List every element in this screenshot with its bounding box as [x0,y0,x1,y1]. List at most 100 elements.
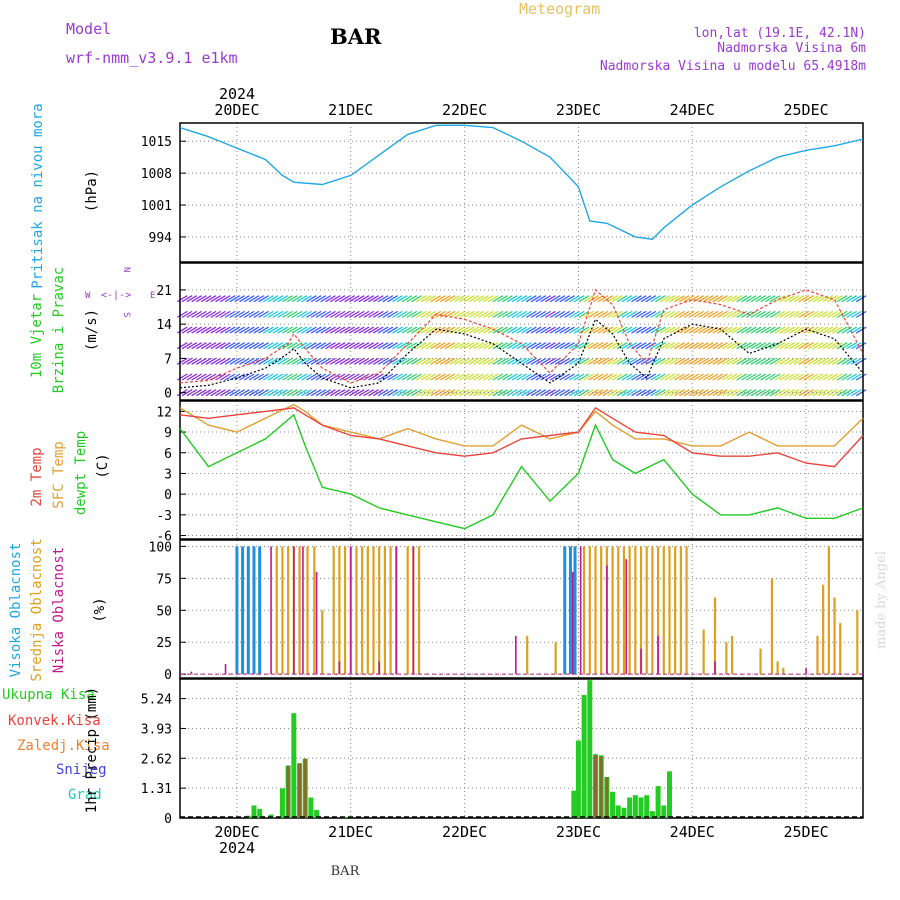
wind-barb [306,295,317,303]
wind-barb [430,295,442,303]
wind-barb [196,295,207,303]
wind-barb [200,373,212,381]
wind-barb [459,357,470,365]
wind-barb [219,389,231,397]
y-tick-label: -3 [156,509,172,524]
wind-barb [769,295,781,303]
wind-barb [267,357,279,365]
wind-barb [277,295,289,303]
wind-barb [836,295,848,303]
watermark: made by Angel [874,551,889,649]
wind-barb [545,310,556,318]
mid-cloud-bar [816,635,819,675]
wind-barb [808,389,819,397]
mid-cloud-bar [622,546,626,675]
wind-barb [607,357,618,365]
wind-barb [506,326,518,334]
wind-barb [774,326,786,334]
wind-barb [760,342,771,350]
wind-barb [176,310,188,318]
high-cloud-bar [573,546,577,675]
wind-barb [645,295,657,303]
wind-barb [401,295,413,303]
panel-frame [179,400,864,540]
mid-cloud-bar [685,546,688,675]
wind-barb [669,357,681,365]
wind-barb [229,357,241,365]
wind-barb [325,357,336,365]
wind-barb [258,373,269,381]
wind-barb [741,373,752,381]
wind-barb [368,326,379,334]
wind-barb [425,357,437,365]
wind-barb [678,310,690,318]
wind-barb [578,326,590,334]
wind-barb [707,295,719,303]
wind-barb [473,389,485,397]
wind-barb [559,342,571,350]
wind-barb [516,295,528,303]
mid-cloud-bar [822,584,825,675]
wind-barb [282,342,293,350]
wind-barb [277,310,289,318]
wind-barb [387,373,398,381]
wind-barb [631,326,642,334]
wind-barb [540,342,551,350]
wind-barb [286,310,298,318]
wind-barb [588,373,599,381]
wind-barb [473,310,485,318]
wind-barb [621,389,633,397]
wind-barb [559,326,571,334]
wind-barb [401,389,413,397]
wind-barb [774,373,786,381]
wind-barb [387,310,398,318]
wind-barb [564,342,575,350]
wind-barb [755,326,767,334]
total-precip-bar [251,805,257,818]
total-precip-label: Ukupna Kisa [2,687,95,703]
wind-barb [181,310,193,318]
wind-barb [549,326,561,334]
wind-barb [640,342,652,350]
wind-barb [788,326,800,334]
wind-barb [693,295,704,303]
wind-barb [626,389,638,397]
wind-barb [344,326,355,334]
wind-barb [215,342,226,350]
mid-cloud-bar [366,546,369,675]
wind-barb [329,310,341,318]
low-cloud-bar [349,546,352,675]
pressure-panel: 994 1001 1008 1015 [141,122,864,263]
wind-barb [669,342,681,350]
wind-barb [779,310,791,318]
wind-barb [521,389,532,397]
wind-barb [325,295,336,303]
wind-barb [425,326,437,334]
wind-barb [717,326,728,334]
wind-barb [621,373,633,381]
wind-barb [784,310,795,318]
wind-barb [382,326,394,334]
wind-barb [841,326,853,334]
wind-barb [435,357,446,365]
wind-barb [817,389,829,397]
total-precip-bar [587,680,593,818]
pressure-series-line [179,124,864,240]
wind-barb [320,373,332,381]
wind-barb [339,342,351,350]
wind-barb [736,295,747,303]
y-tick-label: 1001 [141,199,172,214]
wind-barb [196,326,207,334]
wind-barb [349,389,360,397]
cloud-unit: (%) [92,597,108,622]
wind-barb [353,295,365,303]
wind-barb [621,326,633,334]
wind-barb [702,373,714,381]
wind-barb [793,342,805,350]
wind-barb [277,342,289,350]
wind-barb [339,373,351,381]
mid-cloud-bar [617,546,620,675]
wind-barb [693,389,704,397]
wind-barb [502,295,513,303]
wind-barb [698,342,709,350]
